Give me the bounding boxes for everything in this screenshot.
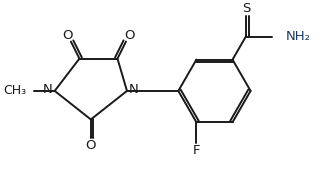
- Text: O: O: [62, 29, 72, 42]
- Text: NH₂: NH₂: [286, 30, 311, 43]
- Text: O: O: [86, 139, 96, 152]
- Text: O: O: [125, 29, 135, 42]
- Text: N: N: [43, 83, 53, 96]
- Text: F: F: [193, 144, 200, 157]
- Text: S: S: [242, 2, 250, 15]
- Text: N: N: [129, 83, 139, 96]
- Text: CH₃: CH₃: [3, 84, 26, 98]
